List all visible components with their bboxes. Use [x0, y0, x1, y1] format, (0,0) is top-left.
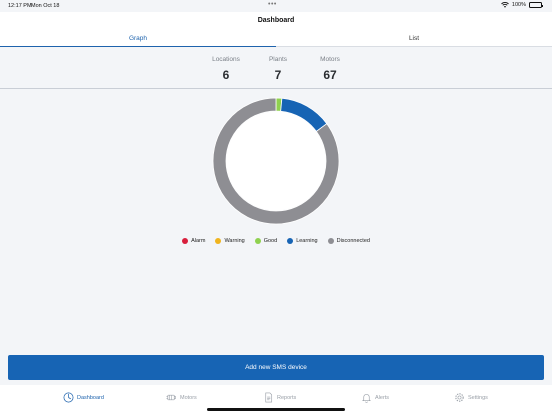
stat-value: 7 — [274, 68, 282, 82]
donut-slice-disconnected — [212, 97, 340, 225]
stat-locations: Locations 6 — [196, 56, 256, 82]
gear-icon — [455, 393, 464, 402]
battery-percent: 100% — [511, 2, 526, 8]
home-indicator — [207, 408, 345, 411]
legend-learning: Learning — [287, 238, 318, 244]
tab-list[interactable]: List — [408, 35, 420, 42]
nav-alerts[interactable]: Alerts — [361, 392, 389, 403]
stat-plants: Plants 7 — [248, 56, 308, 82]
page-title: Dashboard — [257, 17, 295, 24]
chart-legend: Alarm Warning Good Learning Disconnected — [0, 238, 552, 244]
stat-value: 6 — [222, 68, 230, 82]
multitasking-dots[interactable]: ••• — [268, 1, 277, 8]
legend-label: Alarm — [191, 238, 206, 244]
dashboard-icon — [63, 392, 74, 403]
stat-motors: Motors 67 — [300, 56, 360, 82]
nav-label: Settings — [468, 394, 488, 401]
legend-warning: Warning — [215, 238, 245, 244]
nav-label: Dashboard — [77, 394, 104, 401]
donut-center — [226, 111, 326, 211]
nav-settings[interactable]: Settings — [454, 392, 488, 403]
legend-label: Good — [263, 238, 278, 244]
bell-icon — [362, 394, 371, 403]
legend-label: Learning — [296, 238, 318, 244]
status-right: 100% — [501, 2, 543, 8]
battery-icon — [529, 2, 543, 8]
nav-motors[interactable]: Motors — [166, 392, 197, 403]
legend-dot — [182, 238, 189, 244]
legend-label: Disconnected — [336, 238, 370, 244]
segment-tabs: Graph List — [0, 32, 552, 47]
legend-dot — [254, 238, 261, 244]
add-sms-device-button[interactable]: Add new SMS device — [8, 355, 544, 380]
report-icon — [265, 392, 273, 403]
legend-alarm: Alarm — [182, 238, 205, 244]
motor-icon — [166, 394, 176, 401]
legend-dot — [215, 238, 222, 244]
legend-disconnected: Disconnected — [327, 238, 370, 244]
nav-reports[interactable]: Reports — [263, 392, 296, 403]
tab-graph[interactable]: Graph — [0, 32, 276, 47]
stat-value: 67 — [323, 68, 337, 82]
legend-dot — [287, 238, 294, 244]
wifi-icon — [501, 2, 509, 8]
status-date: Mon Oct 18 — [31, 3, 60, 9]
nav-label: Motors — [180, 394, 197, 401]
status-bar: 12:17 PM Mon Oct 18 ••• 100% — [0, 0, 552, 12]
nav-label: Alerts — [375, 394, 390, 401]
nav-label: Reports — [277, 394, 297, 401]
stat-label: Motors — [320, 56, 340, 63]
stats-row: Locations 6 Plants 7 Motors 67 — [0, 48, 552, 89]
legend-dot — [327, 238, 334, 244]
legend-label: Warning — [224, 238, 245, 244]
legend-good: Good — [254, 238, 278, 244]
stat-label: Locations — [212, 56, 240, 63]
stat-label: Plants — [268, 56, 288, 63]
nav-dashboard[interactable]: Dashboard — [63, 392, 104, 403]
status-time: 12:17 PM — [8, 3, 32, 9]
status-donut-chart — [212, 97, 340, 225]
